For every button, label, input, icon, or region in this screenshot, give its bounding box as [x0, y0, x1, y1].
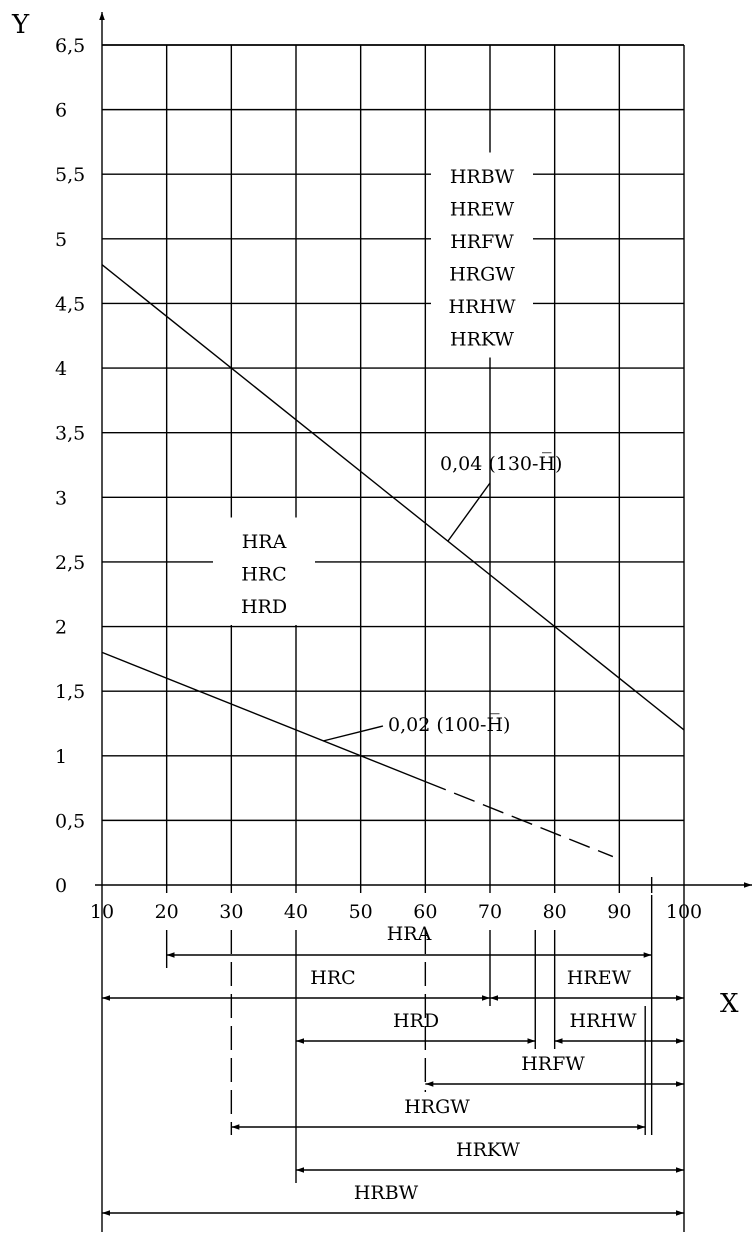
- y-tick-label: 0,5: [55, 810, 85, 832]
- y-tick-label: 5,5: [55, 164, 85, 186]
- scale-ranges: HRA HRC HREW HRD HRHW HRFW HRGW HRKW HRBW: [102, 885, 685, 1232]
- y-tick-label: 0: [55, 875, 67, 897]
- y-tick-label: 1,5: [55, 681, 85, 703]
- scale-range-label-hrbw: HRBW: [354, 1182, 419, 1204]
- grid: [102, 44, 685, 885]
- upper-group-label: HREW: [450, 199, 515, 221]
- y-tick-label: 6: [55, 100, 67, 122]
- y-tick-label: 4,5: [55, 293, 85, 315]
- y-tick-label: 3: [55, 487, 67, 509]
- lower-group-bg: [213, 517, 315, 625]
- x-tick-label: 50: [349, 901, 373, 923]
- x-axis-label: X: [720, 989, 739, 1019]
- scale-range-label-hrhw: HRHW: [570, 1010, 637, 1032]
- upper-group-label: HRHW: [449, 296, 516, 318]
- scale-range-label-hrew: HREW: [567, 967, 632, 989]
- x-tick-label: 90: [607, 901, 631, 923]
- series-lines: [101, 264, 685, 858]
- series-label-002: 0,02 (100-H̅): [388, 714, 510, 736]
- y-tick-label: 5: [55, 229, 67, 251]
- upper-group-label: HRKW: [450, 329, 514, 351]
- scale-range-label-hrfw: HRFW: [521, 1053, 585, 1075]
- upper-group-label: HRGW: [449, 264, 515, 286]
- upper-group-bg: [431, 152, 533, 358]
- axes: YX: [11, 10, 752, 1232]
- tick-labels: 0 0,5 1 1,5 2 2,5 3 3,5 4 4,5 5 5,5 6 6,5 10 20 30 40 50 60…: [55, 35, 702, 923]
- series-label-004-leader: [447, 482, 491, 542]
- annotations: 0,04 (130-H̅) 0,02 (100-H̅) HRBW HREW HRFW HR…: [213, 152, 562, 742]
- upper-group-label: HRBW: [450, 166, 515, 188]
- series-line-002: [101, 651, 426, 783]
- series-label-002-leader: [322, 725, 384, 742]
- lower-group-label: HRA: [242, 531, 287, 553]
- upper-group-label: HRFW: [450, 231, 514, 253]
- lower-group-label: HRC: [241, 564, 286, 586]
- x-tick-label: 70: [478, 901, 502, 923]
- y-axis-label: Y: [11, 10, 30, 40]
- scale-range-label-hrd: HRD: [393, 1010, 439, 1032]
- series-line-002-extension: [425, 780, 614, 858]
- lower-group-label: HRD: [241, 596, 287, 618]
- y-tick-label: 1: [55, 746, 67, 768]
- y-tick-label: 6,5: [55, 35, 85, 57]
- x-tick-label: 20: [155, 901, 179, 923]
- x-tick-label: 30: [219, 901, 243, 923]
- series-line-004: [101, 264, 685, 731]
- scale-range-label-hrkw: HRKW: [456, 1139, 520, 1161]
- y-tick-label: 3,5: [55, 423, 85, 445]
- x-tick-label: 80: [543, 901, 567, 923]
- x-tick-label: 40: [284, 901, 308, 923]
- y-tick-label: 4: [55, 358, 67, 380]
- x-tick-label: 10: [90, 901, 114, 923]
- y-tick-label: 2,5: [55, 552, 85, 574]
- y-tick-label: 2: [55, 617, 67, 639]
- scale-range-label-hrgw: HRGW: [404, 1096, 470, 1118]
- scale-range-label-hra: HRA: [387, 923, 432, 945]
- series-label-004: 0,04 (130-H̅): [440, 453, 562, 475]
- x-tick-label: 60: [413, 901, 437, 923]
- scale-range-label-hrc: HRC: [310, 967, 355, 989]
